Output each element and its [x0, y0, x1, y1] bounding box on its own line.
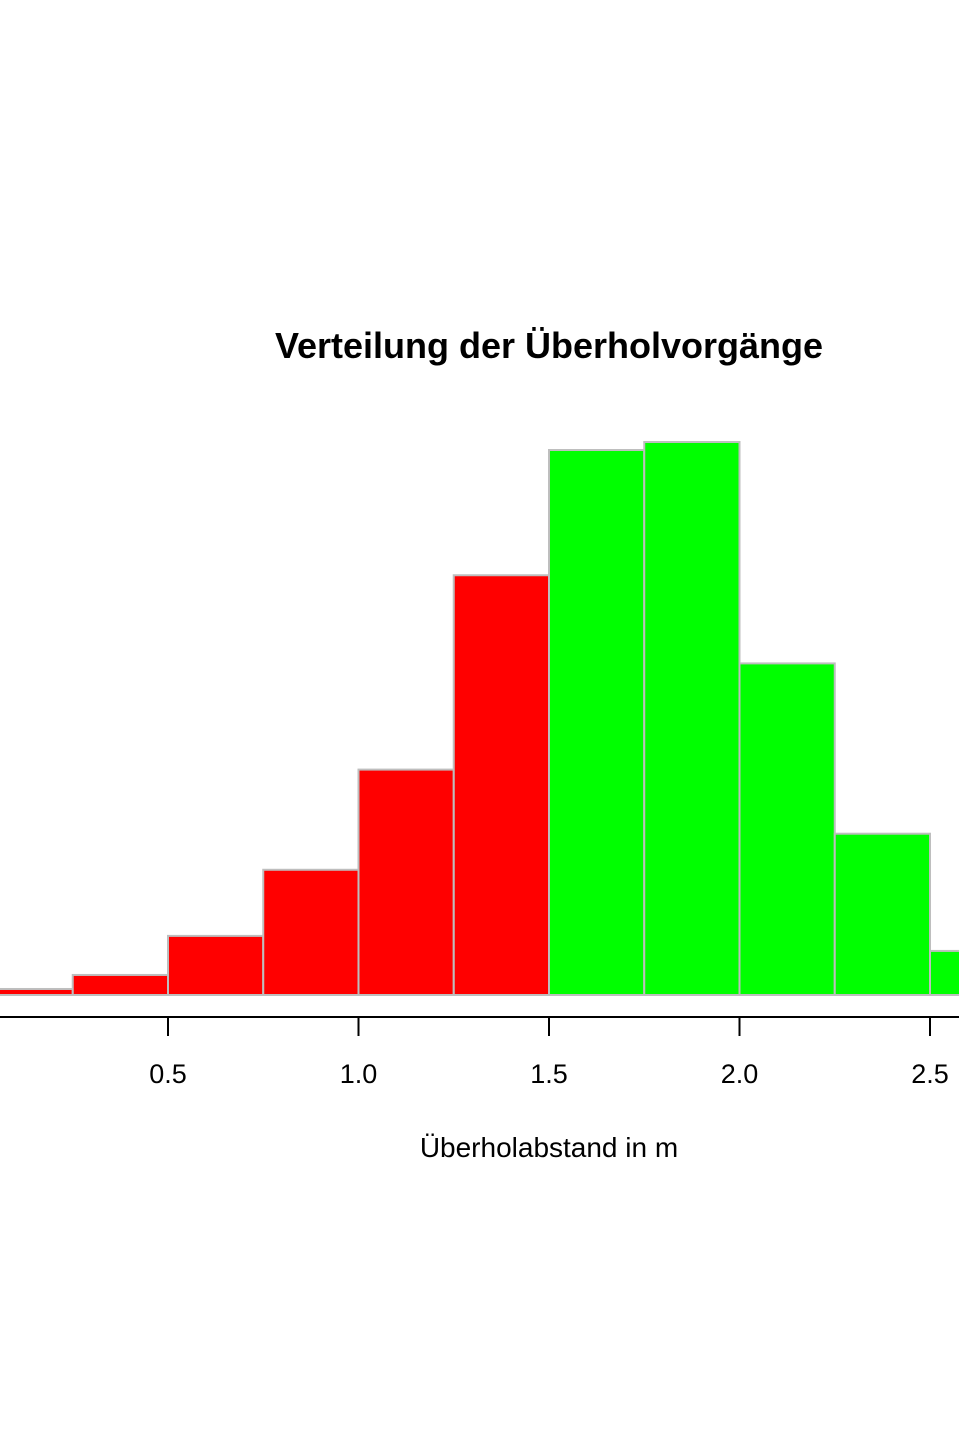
- x-tick-label: 1.5: [530, 1059, 568, 1089]
- x-tick-label: 2.0: [721, 1059, 759, 1089]
- x-tick-label: 2.5: [911, 1059, 949, 1089]
- chart-title: Verteilung der Überholvorgänge: [275, 325, 823, 366]
- histogram-bar: [262, 868, 360, 997]
- histogram-bar: [71, 973, 169, 996]
- x-axis-label: Überholabstand in m: [420, 1132, 678, 1163]
- histogram-bar: [833, 832, 931, 996]
- histogram-bar: [643, 441, 741, 996]
- histogram-bar: [548, 449, 646, 997]
- histogram-bar: [167, 934, 265, 997]
- histogram-bar: [738, 662, 836, 997]
- histogram-bar: [452, 574, 550, 997]
- x-tick-label: 1.0: [340, 1059, 378, 1089]
- histogram-bar: [929, 949, 959, 996]
- x-tick-label: 0.5: [149, 1059, 187, 1089]
- bars-group: [0, 441, 959, 997]
- x-axis: 0.5 1.0 1.5 2.0 2.5: [0, 1016, 959, 1089]
- histogram-bar: [0, 987, 74, 997]
- histogram-bar: [357, 768, 455, 997]
